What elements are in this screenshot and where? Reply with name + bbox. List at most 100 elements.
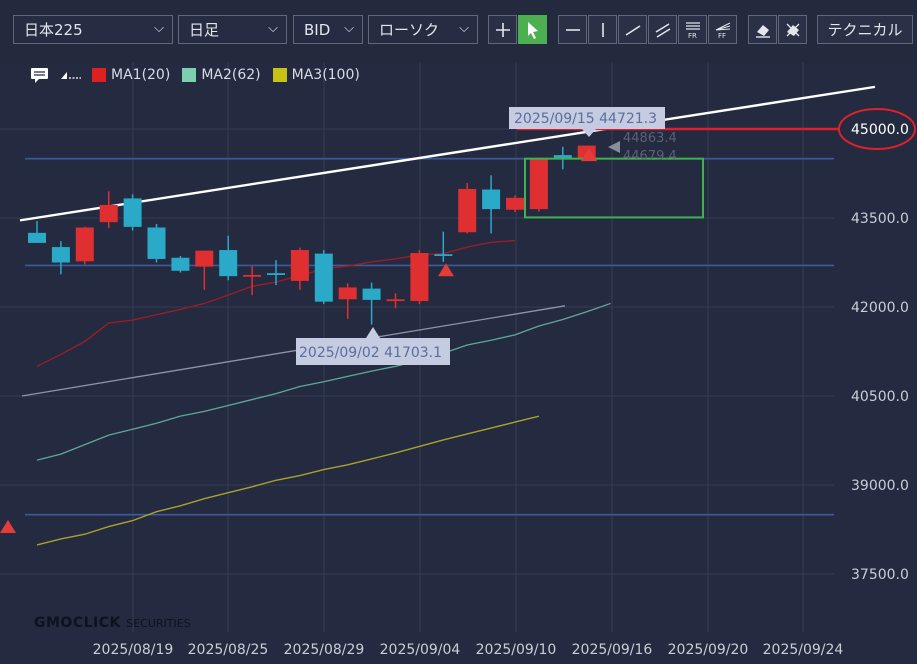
legend-item-ma1[interactable]: MA1(20) (92, 67, 170, 83)
fibonacci-fan-tool-button[interactable]: FF (708, 15, 737, 44)
candle-body (267, 273, 285, 275)
ma3-line (36, 415, 540, 546)
candle-body (482, 189, 501, 210)
legend-item-ma3[interactable]: MA3(100) (272, 67, 360, 83)
legend-item-ma2[interactable]: MA2(62) (182, 67, 261, 83)
vertical-line-tool-button[interactable] (588, 15, 617, 44)
horizontal-line-icon (565, 28, 580, 31)
broker-logo: GMOCLICK SECURITIES (34, 615, 191, 631)
candle-body (51, 247, 70, 263)
price-tag-label: 44679.4 (623, 149, 677, 164)
delete-all-tool-button[interactable] (778, 15, 807, 44)
technical-button[interactable]: テクニカル (817, 15, 913, 44)
candle-body (195, 250, 214, 267)
price-type-select[interactable]: BID ⌵ (293, 15, 363, 44)
eraser-tool-button[interactable] (748, 15, 777, 44)
y-axis-tick-label: 39000.0 (851, 478, 909, 494)
trend-line-tool-button[interactable] (618, 15, 647, 44)
fibonacci-retracement-tool-button[interactable]: FR (678, 15, 707, 44)
chart-legend: MA1(20) MA2(62) MA3(100) (30, 64, 372, 86)
high-label-text: 2025/09/15 44721.3 (514, 111, 657, 127)
y-axis-tick-label: 40500.0 (851, 389, 909, 405)
parallel-channel-tool-button[interactable] (648, 15, 677, 44)
fibonacci-fan-icon: FF (715, 22, 730, 40)
timeframe-select[interactable]: 日足 ⌵ (178, 15, 287, 44)
y-axis-tick-label: 45000.0 (851, 122, 909, 138)
candle-body (219, 250, 238, 277)
broker-logo-suffix: SECURITIES (126, 617, 191, 630)
comment-icon[interactable] (30, 66, 50, 84)
trend-line-icon (625, 24, 640, 36)
x-axis-tick-label: 2025/08/25 (188, 642, 269, 658)
chevron-down-icon: ⌵ (459, 21, 469, 36)
highlight-circle (838, 108, 916, 150)
chevron-down-icon: ⌵ (268, 21, 278, 36)
trend-line-grey (21, 305, 566, 397)
trade-marker-triangle (581, 148, 597, 162)
fib-retracement-label: FR (688, 32, 697, 40)
candle-body (243, 274, 262, 277)
legend-label-ma1: MA1(20) (111, 67, 171, 83)
trend-line-white (19, 85, 876, 222)
chevron-down-icon: ⌵ (154, 21, 164, 36)
vertical-line-icon (601, 22, 604, 37)
price-tag-label: 44863.4 (623, 131, 677, 146)
parallel-lines-icon (655, 22, 670, 38)
candle-body (386, 299, 405, 302)
low-label-pointer (366, 327, 380, 338)
pointer-tool-button[interactable] (518, 15, 547, 44)
candle-body (553, 155, 572, 159)
symbol-select-value: 日本225 (24, 21, 83, 39)
candle-body (458, 188, 477, 233)
ma2-line (36, 302, 611, 461)
highlight-rectangle (524, 157, 704, 219)
legend-label-ma2: MA2(62) (201, 67, 261, 83)
y-axis-tick-label: 37500.0 (851, 567, 909, 583)
candle-body (75, 227, 94, 262)
collapse-legend-icon[interactable] (60, 69, 82, 81)
y-axis-tick-label: 42000.0 (851, 300, 909, 316)
y-axis-tick-label: 43500.0 (851, 211, 909, 227)
candle-body (506, 197, 524, 210)
pointer-left-icon (608, 141, 620, 153)
low-label-box (296, 338, 450, 365)
candle-body (362, 288, 381, 300)
candle-body (314, 253, 333, 302)
fib-fan-label: FF (718, 32, 726, 40)
crosshair-tool-button[interactable] (488, 15, 517, 44)
chart-type-select-value: ローソク (379, 21, 440, 39)
trade-marker-triangle (438, 263, 454, 277)
candle-body (99, 204, 118, 223)
x-axis-tick-label: 2025/09/10 (476, 642, 557, 658)
candle-body (410, 253, 429, 302)
candle-body (147, 227, 166, 259)
chart-type-select[interactable]: ローソク ⌵ (368, 15, 478, 44)
eraser-cross-icon (786, 23, 799, 36)
low-label-text: 2025/09/02 41703.1 (299, 345, 442, 361)
cursor-arrow-icon (527, 21, 538, 39)
symbol-select[interactable]: 日本225 ⌵ (13, 15, 173, 44)
x-axis-tick-label: 2025/09/16 (572, 642, 653, 658)
x-axis-tick-label: 2025/09/04 (380, 642, 461, 658)
candle-body (123, 198, 142, 227)
x-axis-tick-label: 2025/09/24 (763, 642, 844, 658)
legend-label-ma3: MA3(100) (291, 67, 360, 83)
chevron-down-icon: ⌵ (344, 21, 354, 36)
high-label-box (509, 107, 665, 129)
eraser-icon (755, 24, 770, 38)
x-axis-tick-label: 2025/08/29 (284, 642, 365, 658)
horizontal-line-tool-button[interactable] (558, 15, 587, 44)
timeframe-select-value: 日足 (189, 21, 220, 39)
legend-swatch-ma3 (272, 68, 287, 82)
trade-marker-triangle (0, 520, 16, 533)
candle-body (338, 287, 357, 300)
crosshair-icon (495, 22, 510, 37)
broker-logo-brand: GMOCLICK (34, 615, 121, 631)
candle-body (529, 158, 548, 210)
legend-swatch-ma2 (182, 68, 197, 82)
legend-swatch-ma1 (92, 68, 106, 82)
candle-body (290, 250, 309, 281)
chart-toolbar: 日本225 ⌵ 日足 ⌵ BID ⌵ ローソク ⌵ FR FF (0, 0, 917, 64)
x-axis-tick-label: 2025/08/19 (93, 642, 174, 658)
